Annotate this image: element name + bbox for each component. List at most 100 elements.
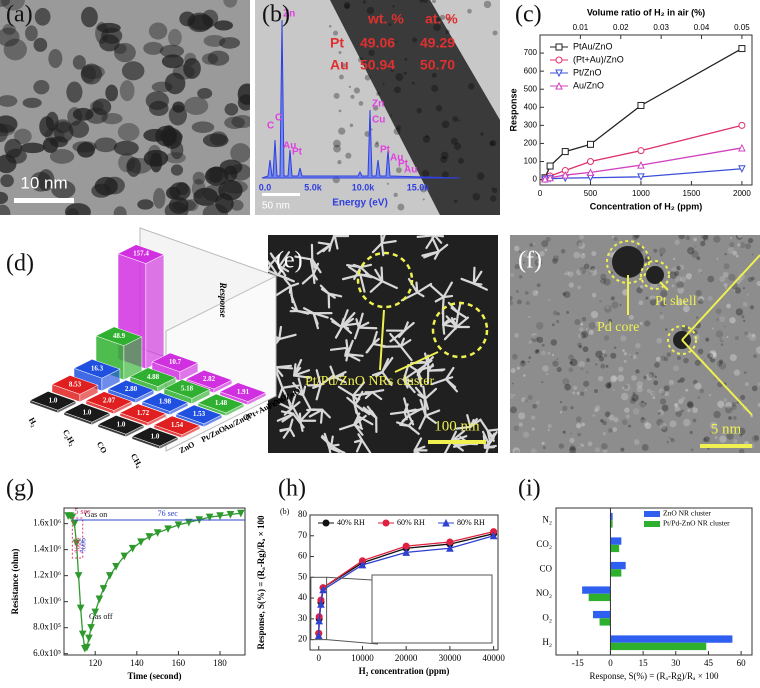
- grain: [513, 394, 516, 397]
- nanorod: [486, 429, 491, 441]
- grain: [552, 310, 558, 316]
- y-tick-label: 1.6x10⁶: [33, 518, 61, 528]
- grain: [422, 135, 431, 143]
- y-tick-label: 30: [298, 613, 308, 623]
- marker: [555, 56, 563, 64]
- nanorod: [268, 262, 272, 266]
- grain: [516, 366, 520, 370]
- nanorod: [381, 357, 390, 374]
- x2-tick-label: 0.05: [734, 23, 750, 32]
- category-label: NO₂: [536, 588, 552, 598]
- nanorod: [354, 403, 364, 412]
- grain: [541, 350, 547, 356]
- grain: [560, 401, 563, 404]
- nanorod: [442, 323, 446, 335]
- grain: [677, 379, 681, 383]
- marker: [442, 518, 450, 527]
- line-chart: 120 140 160 180 6.0x10⁵ 8.0x10⁵ 1.0x10⁶ 1.2x10⁶…: [10, 507, 246, 681]
- x-tick-label: 500: [584, 189, 598, 198]
- particle: [0, 174, 14, 188]
- particle: [208, 166, 224, 184]
- grain: [594, 408, 599, 413]
- marker: [315, 616, 323, 625]
- nanorod: [291, 306, 299, 313]
- grain: [582, 366, 585, 369]
- nanorod: [341, 311, 356, 327]
- bar: [610, 569, 622, 577]
- nanorod: [299, 409, 312, 422]
- grain: [751, 385, 758, 392]
- grain: [719, 359, 724, 364]
- nanorod: [455, 425, 472, 430]
- nanorod: [279, 427, 291, 432]
- pointer: [681, 254, 760, 341]
- nanorod: [424, 414, 437, 424]
- grain: [729, 354, 737, 362]
- grain: [735, 308, 744, 316]
- nanorod: [434, 295, 445, 303]
- grain: [536, 291, 538, 293]
- x2-tick-label: 0.04: [694, 23, 710, 32]
- marker: [105, 572, 114, 580]
- nanorod: [352, 381, 366, 397]
- grain: [579, 327, 584, 332]
- grain: [344, 3, 350, 10]
- bar: [151, 352, 199, 382]
- grain: [552, 255, 560, 262]
- spectrum-tick: 15.0k: [407, 182, 431, 192]
- grain: [712, 327, 714, 330]
- nanorod: [359, 263, 373, 269]
- scale-bar: [14, 198, 74, 203]
- nanorod: [357, 326, 378, 330]
- nanorod: [389, 410, 406, 415]
- grain: [439, 14, 446, 21]
- grain: [659, 253, 663, 257]
- grain: [732, 250, 738, 256]
- peak-label: Au: [283, 141, 296, 152]
- grain: [649, 295, 656, 301]
- grain: [674, 406, 681, 413]
- grain: [671, 299, 676, 304]
- grain: [566, 311, 570, 314]
- marker: [70, 520, 79, 528]
- x-axis-label: Response, S(%) = (Rₐ-Rg)/Rₐ × 100: [589, 671, 719, 681]
- grain: [607, 318, 613, 324]
- grain: [654, 375, 657, 378]
- grain: [528, 356, 532, 359]
- grain: [619, 304, 622, 307]
- nanorod: [357, 321, 370, 329]
- grain: [532, 290, 539, 296]
- grain: [751, 434, 760, 443]
- x2-axis-label: Volume ratio of H₂ in air (%): [587, 7, 705, 17]
- grain: [523, 398, 528, 403]
- grain: [602, 448, 608, 453]
- particle: [72, 55, 86, 70]
- x-tick-label: 15: [639, 658, 649, 668]
- nanorod: [288, 418, 294, 430]
- grain: [605, 364, 609, 368]
- grain: [467, 82, 475, 90]
- nanorod: [302, 307, 315, 315]
- nanorod: [341, 322, 360, 327]
- grain: [579, 235, 585, 240]
- grain: [612, 235, 615, 238]
- nanorod: [407, 277, 419, 294]
- grain: [532, 403, 538, 409]
- grain: [547, 429, 550, 432]
- grain: [676, 355, 681, 360]
- bar-top: [131, 427, 179, 447]
- nanorod: [431, 236, 440, 253]
- nanorod: [353, 423, 364, 430]
- particle: [150, 152, 163, 173]
- marker: [637, 161, 645, 169]
- particle: [66, 208, 79, 215]
- value-label: 2.07: [103, 397, 116, 405]
- grain: [643, 420, 649, 426]
- grain: [719, 316, 726, 322]
- particle: [113, 42, 136, 63]
- grain: [737, 427, 746, 436]
- marker: [446, 544, 454, 552]
- grain: [713, 235, 721, 243]
- grain: [594, 405, 601, 411]
- value-label: 1.0: [49, 396, 58, 404]
